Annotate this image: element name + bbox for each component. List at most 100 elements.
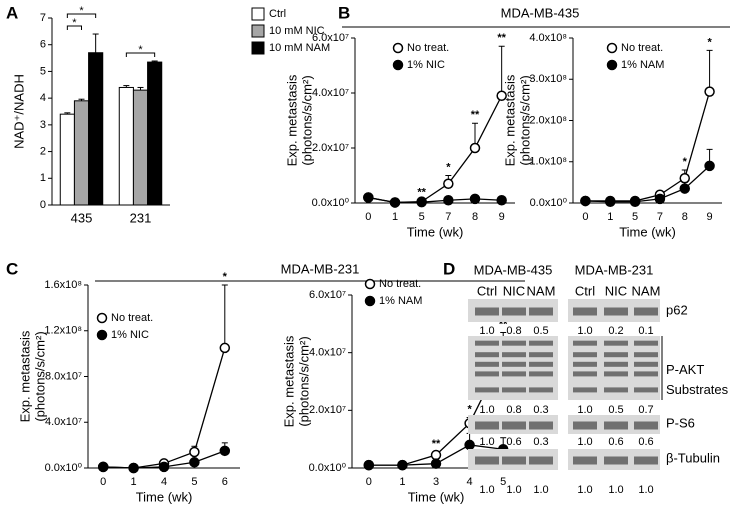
quant-value: 1.0 [533, 484, 548, 496]
point [189, 446, 200, 458]
blot-band [634, 387, 658, 393]
y-tick-label: 6 [40, 39, 46, 51]
quant-value: 0.1 [638, 325, 653, 337]
x-tick-label: 7 [445, 211, 451, 223]
blot-band [529, 456, 553, 465]
point [97, 461, 109, 473]
blot-band [604, 456, 628, 465]
x-tick-label: 5 [419, 211, 425, 223]
x-axis-label: Time (wk) [619, 224, 676, 239]
blot-band [529, 371, 553, 377]
y-axis-label: Exp. metastasis [502, 74, 517, 166]
blot-band [502, 352, 526, 358]
y-tick-label: 5 [40, 65, 46, 77]
quant-value: 0.5 [533, 325, 548, 337]
y-axis-label: (photons/s/cm²) [299, 75, 314, 165]
quant-value: 1.0 [577, 436, 592, 448]
quant-value: 0.2 [608, 325, 623, 337]
legend-marker [392, 42, 404, 54]
point [397, 459, 408, 471]
blot-band [634, 371, 658, 377]
quant-value: 1.0 [638, 484, 653, 496]
bar [118, 86, 134, 206]
x-tick-label: 5 [191, 476, 197, 488]
blot-band [634, 361, 658, 367]
point [443, 195, 454, 206]
significance: ** [471, 109, 480, 121]
y-tick-label: 6.0x10⁷ [309, 289, 346, 301]
panel-label: B [338, 3, 350, 22]
x-tick-label: 9 [707, 211, 713, 223]
blot-band [573, 456, 597, 465]
legend-label: Ctrl [269, 8, 286, 20]
y-tick-label: 4.0x10⁷ [309, 347, 346, 359]
point [389, 197, 401, 208]
y-tick-label: 2.0x10⁷ [312, 142, 349, 154]
y-tick-label: 4.0x10⁷ [45, 416, 82, 428]
quant-value: 1.0 [608, 484, 623, 496]
significance: ** [417, 187, 426, 199]
point [469, 142, 481, 154]
x-tick-label: 8 [682, 211, 688, 223]
cell-line-label: MDA-MB-231 [575, 262, 654, 277]
bar [73, 100, 90, 206]
point [469, 193, 481, 205]
x-tick-label: 5 [632, 211, 638, 223]
y-tick-label: 6.0x10⁷ [312, 32, 349, 44]
quant-value: 1.0 [577, 404, 592, 416]
blot-band [475, 361, 499, 367]
legend-label: 1% NAM [621, 59, 664, 71]
y-axis-label: Exp. metastasis [17, 330, 32, 422]
point [219, 445, 231, 457]
lane-label: NAM [527, 283, 556, 298]
blot-band [475, 421, 499, 430]
significance: ** [432, 438, 441, 450]
blot-band [573, 307, 597, 316]
quant-value: 0.6 [608, 436, 623, 448]
series-line [585, 165, 711, 203]
quant-value: 0.5 [608, 404, 623, 416]
point [363, 459, 375, 471]
point [443, 178, 454, 189]
series-line [368, 196, 502, 204]
y-tick-label: 2.0x10⁷ [309, 404, 346, 416]
blot-band [529, 361, 553, 367]
point [189, 457, 200, 468]
blot-band [573, 387, 597, 393]
significance: * [138, 44, 143, 56]
lane-label: NIC [605, 283, 627, 298]
x-tick-label: 8 [472, 211, 478, 223]
legend-label: 10 mM NIC [269, 25, 325, 37]
x-tick-label: 1 [392, 211, 398, 223]
quant-value: 1.0 [577, 325, 592, 337]
quant-value: 0.8 [506, 325, 521, 337]
bar [132, 89, 149, 206]
point [629, 196, 641, 208]
x-tick-label: 0 [100, 476, 106, 488]
bracket [66, 25, 82, 31]
point [679, 173, 690, 184]
y-tick-label: 3.0x10⁸ [529, 73, 567, 85]
series-line [585, 91, 711, 202]
lane-label: Ctrl [477, 283, 497, 298]
panel-label: C [6, 259, 18, 278]
y-tick-label: 1 [40, 172, 46, 184]
point [704, 86, 715, 97]
quant-value: 0.6 [638, 436, 653, 448]
y-tick-label: 4.0x10⁷ [312, 87, 349, 99]
legend-swatch [251, 24, 265, 38]
significance: ** [499, 318, 508, 330]
y-tick-label: 0.0x10⁰ [530, 197, 568, 209]
legend-label: 1% NAM [379, 295, 422, 307]
y-tick-label: 0 [40, 199, 46, 211]
x-tick-label: 6 [222, 476, 228, 488]
point [580, 195, 591, 207]
blot-band [475, 456, 499, 465]
legend-label: No treat. [379, 278, 421, 290]
significance: * [683, 156, 688, 168]
point [416, 196, 427, 208]
point [605, 196, 616, 208]
blot-band [502, 421, 526, 430]
y-axis-label: NAD⁺/NADH [11, 74, 26, 149]
